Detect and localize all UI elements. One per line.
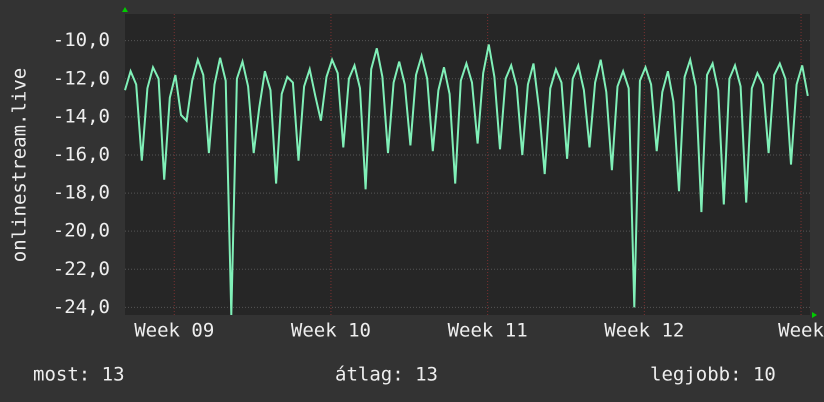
y-tick-label: -16,0 <box>53 143 110 165</box>
footer-text: most: 13 <box>33 364 125 386</box>
y-axis-label: onlinestream.live <box>9 68 31 262</box>
x-tick-label: Week 11 <box>448 320 528 342</box>
x-axis-arrow <box>812 312 817 318</box>
y-tick-label: -24,0 <box>53 296 110 318</box>
x-tick-label: Week 10 <box>291 320 371 342</box>
y-axis-arrow <box>122 7 128 12</box>
y-tick-label: -10,0 <box>53 29 110 51</box>
y-tick-label: -14,0 <box>53 105 110 127</box>
footer-text: átlag: 13 <box>335 364 438 386</box>
y-tick-label: -18,0 <box>53 182 110 204</box>
y-tick-label: -22,0 <box>53 258 110 280</box>
y-tick-label: -12,0 <box>53 67 110 89</box>
x-tick-label: Week 09 <box>134 320 214 342</box>
data-line <box>124 44 809 316</box>
y-tick-label: -20,0 <box>53 220 110 242</box>
x-tick-label: Week 12 <box>604 320 684 342</box>
x-tick-label: Week <box>778 320 824 342</box>
footer-text: legjobb: 10 <box>650 364 776 386</box>
